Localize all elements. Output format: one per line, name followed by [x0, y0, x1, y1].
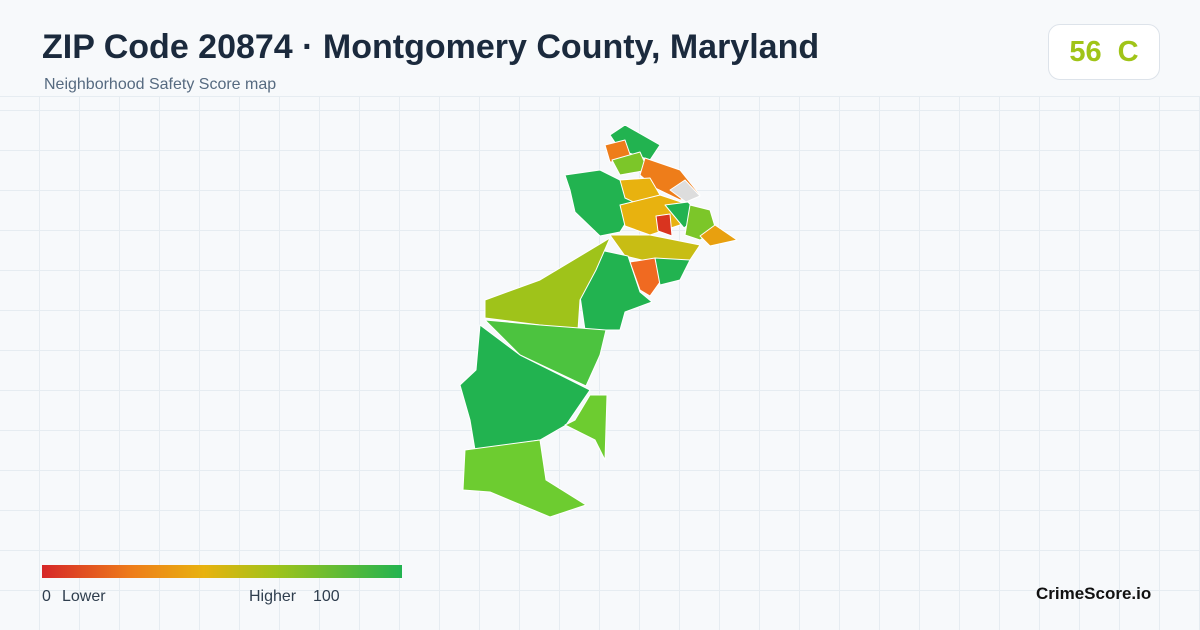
legend-min-value: 0: [42, 588, 51, 605]
title: ZIP Code 20874 · Montgomery County, Mary…: [42, 28, 820, 66]
area: [564, 169, 641, 237]
brand: CrimeScore.io: [1036, 584, 1152, 603]
header: ZIP Code 20874 · Montgomery County, Mary…: [0, 0, 1200, 97]
area: [564, 394, 608, 461]
score-badge: 56 C: [1048, 24, 1160, 80]
legend-max-value: 100: [313, 588, 340, 605]
area: [462, 439, 587, 518]
area: [655, 213, 673, 237]
area: [654, 257, 691, 286]
legend-max-label: Higher: [249, 588, 297, 605]
legend-min-label: Lower: [62, 588, 106, 605]
legend-gradient: [42, 565, 402, 578]
grade: C: [1117, 35, 1139, 68]
subtitle: Neighborhood Safety Score map: [44, 76, 277, 93]
area: [629, 257, 661, 297]
area: [484, 237, 611, 331]
area: [669, 179, 701, 203]
area: [699, 224, 738, 247]
score: 56: [1069, 35, 1102, 68]
